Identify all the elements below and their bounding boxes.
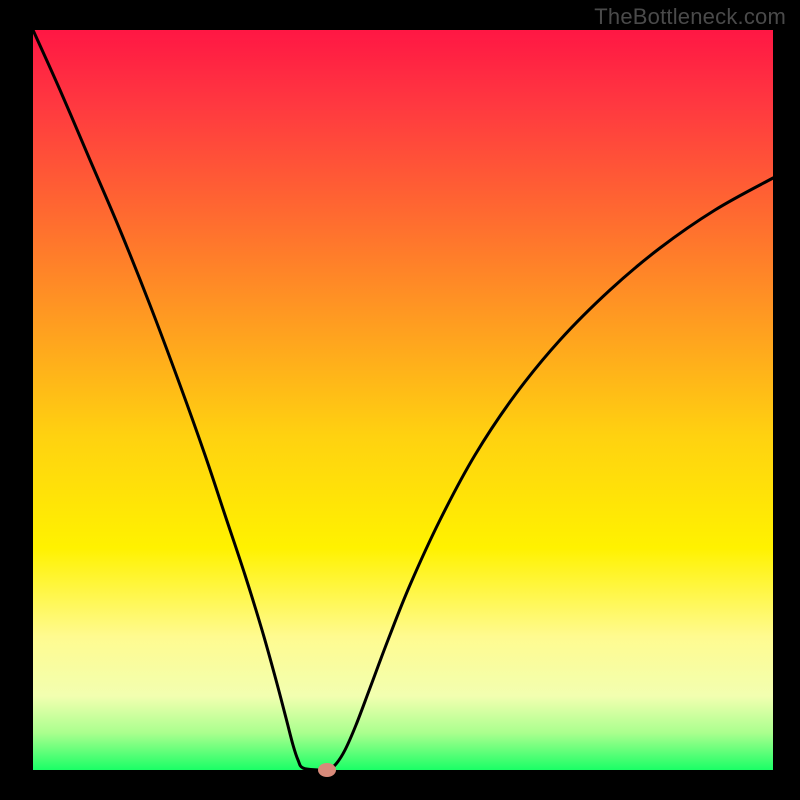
chart-frame: TheBottleneck.com: [0, 0, 800, 800]
chart-background: [33, 30, 773, 770]
optimal-point-marker: [318, 763, 336, 777]
bottleneck-chart: [0, 0, 800, 800]
